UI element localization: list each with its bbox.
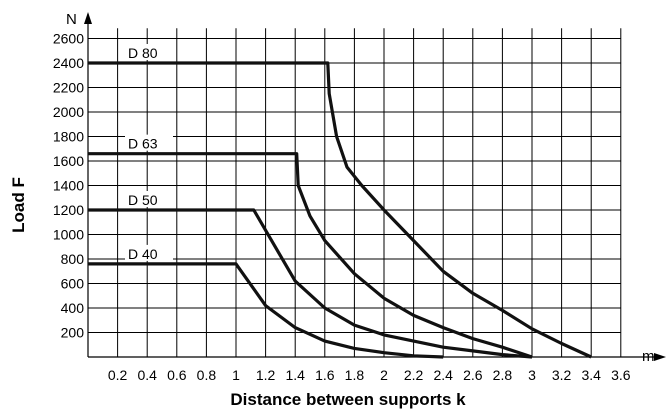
x-tick-label: 1.4 <box>285 367 305 383</box>
x-tick-label: 1 <box>232 367 240 383</box>
y-unit-label: N <box>66 11 77 28</box>
y-tick-label: 1000 <box>53 227 84 243</box>
x-tick-label: 3.6 <box>611 367 631 383</box>
series-label: D 80 <box>128 45 158 61</box>
x-tick-label: 2.4 <box>433 367 453 383</box>
series-lines <box>88 61 592 359</box>
series-label-background <box>125 244 173 261</box>
x-tick-label: 2 <box>380 367 388 383</box>
x-tick-label: 0.6 <box>167 367 187 383</box>
series-label: D 63 <box>128 136 158 152</box>
y-tick-label: 1200 <box>53 202 84 218</box>
x-tick-label: 2.8 <box>493 367 513 383</box>
series-label: D 40 <box>128 246 158 262</box>
y-tick-label: 1800 <box>53 129 84 145</box>
series-label: D 50 <box>128 192 158 208</box>
x-tick-label: 3 <box>528 367 536 383</box>
series-label-background <box>125 44 173 60</box>
y-tick-label: 2200 <box>53 80 84 96</box>
series-line-d-50 <box>88 208 533 359</box>
y-tick-label: 800 <box>61 251 85 267</box>
y-tick-label: 2600 <box>53 31 84 47</box>
x-tick-label: 1.6 <box>315 367 335 383</box>
x-tick-label: 0.8 <box>197 367 217 383</box>
x-tick-labels: 0.2 0.4 0.6 0.8 1 1.2 1.4 1.6 1.8 2 2.2 2.4 2.6 2.8 3 3… <box>108 367 631 383</box>
series-label-background <box>125 191 173 207</box>
y-tick-label: 600 <box>61 276 85 292</box>
x-axis-title: Distance between supports k <box>230 390 466 409</box>
x-tick-label: 2.2 <box>404 367 424 383</box>
axes <box>84 12 666 361</box>
x-tick-label: 1.8 <box>345 367 365 383</box>
x-tick-label: 0.2 <box>108 367 128 383</box>
y-axis-title: Load F <box>9 177 28 233</box>
x-tick-label: 1.2 <box>256 367 276 383</box>
x-unit-label: m <box>642 348 655 365</box>
y-axis-arrow-icon <box>84 12 92 24</box>
y-tick-label: 2400 <box>53 55 84 71</box>
y-tick-label: 200 <box>61 325 85 341</box>
series-line-d-80 <box>88 61 592 359</box>
y-tick-label: 2000 <box>53 104 84 120</box>
y-tick-label: 400 <box>61 300 85 316</box>
x-tick-label: 2.6 <box>463 367 483 383</box>
y-tick-labels: 200 400 600 800 1000 1200 1400 1600 1800 2000 2200… <box>53 31 84 341</box>
series-line-d-40 <box>88 262 444 359</box>
series-line-d-63 <box>88 152 533 359</box>
x-tick-label: 3.4 <box>581 367 601 383</box>
x-axis-arrow-icon <box>654 353 666 361</box>
y-tick-label: 1400 <box>53 178 84 194</box>
series-labels: D 80 D 63 D 50 D 40 <box>125 44 173 262</box>
x-tick-label: 3.2 <box>552 367 572 383</box>
series-label-background <box>125 134 173 151</box>
y-tick-label: 1600 <box>53 153 84 169</box>
x-tick-label: 0.4 <box>137 367 157 383</box>
